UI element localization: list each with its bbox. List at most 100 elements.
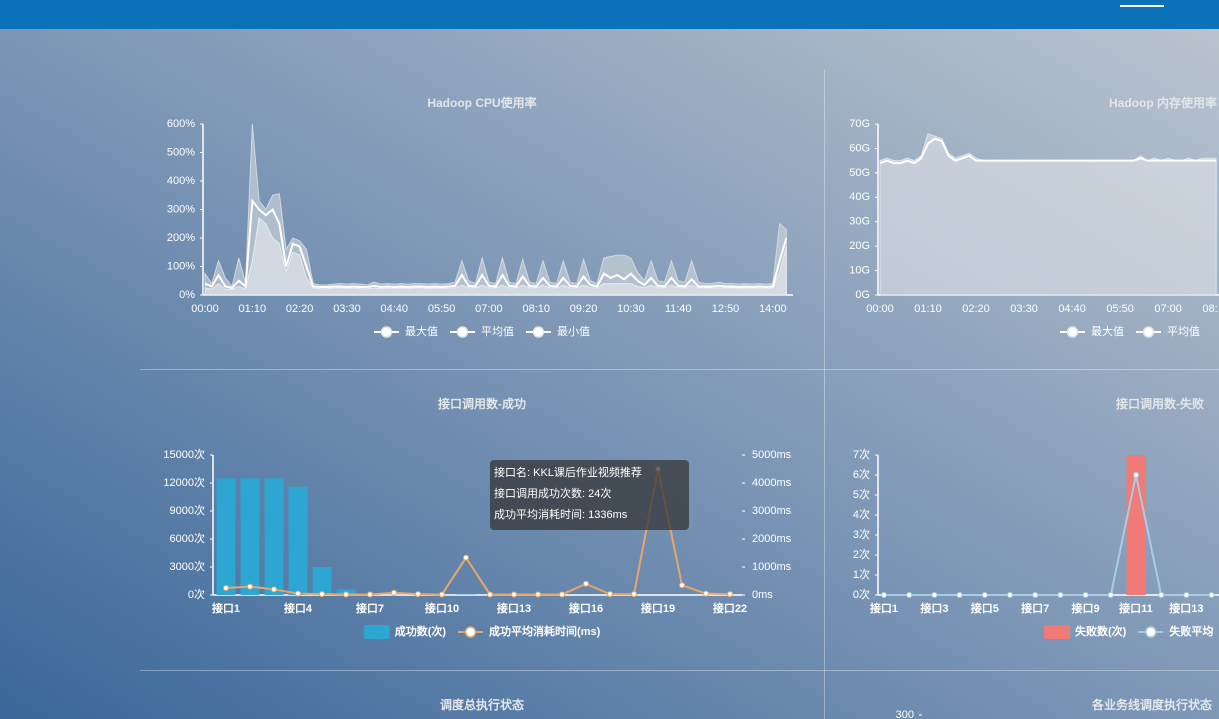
point — [463, 554, 469, 561]
x-tick-label: 接口19 — [641, 601, 675, 615]
legend-icon[interactable] — [363, 625, 390, 639]
point — [295, 590, 301, 597]
point — [1082, 592, 1089, 598]
line — [204, 198, 788, 289]
y-tick-label: 5次 — [853, 487, 870, 501]
point — [607, 591, 613, 598]
y-tick-label: 50G — [849, 167, 870, 179]
point — [703, 590, 709, 597]
y2-tick-label: 4000ms — [752, 477, 792, 489]
legend-icon[interactable] — [380, 326, 393, 338]
legend-label[interactable]: 平均值 — [481, 325, 514, 338]
point — [439, 591, 445, 598]
point — [1032, 592, 1039, 598]
y-tick-label: 40G — [849, 191, 870, 203]
point — [415, 591, 421, 598]
point — [1133, 472, 1139, 478]
bar — [312, 567, 332, 595]
tooltip-line: 接口调用成功次数: 24次 — [494, 486, 611, 500]
x-tick-label: 11:40 — [665, 303, 692, 315]
legend-label[interactable]: 最大值 — [1091, 324, 1124, 338]
y-tick-label: 2次 — [853, 547, 870, 561]
y-tick-label: 3000次 — [170, 559, 205, 573]
legend-label[interactable]: 平均值 — [1167, 325, 1200, 338]
x-tick-label: 00:00 — [191, 303, 219, 315]
legend-icon[interactable] — [1044, 625, 1070, 639]
bar — [288, 486, 308, 595]
bar — [216, 478, 236, 595]
nav-indicator[interactable] — [1120, 5, 1164, 7]
y-tick-label: 12000次 — [163, 475, 205, 489]
x-tick-label: 05:50 — [1106, 303, 1134, 315]
line — [879, 137, 1217, 165]
y-tick-label: 7次 — [853, 447, 870, 461]
point — [1158, 592, 1165, 598]
bar — [1126, 455, 1146, 595]
legend-icon[interactable] — [456, 326, 469, 338]
y-tick-label: 6次 — [853, 467, 870, 481]
point — [981, 592, 988, 598]
legend-icon[interactable] — [1145, 626, 1157, 638]
x-tick-label: 接口9 — [1072, 601, 1100, 615]
y2-tick-label: 1000ms — [752, 561, 792, 573]
tooltip-line: 接口名: KKL课后作业视频推荐 — [494, 465, 642, 479]
legend-label[interactable]: 成功数(次) — [395, 624, 447, 638]
point — [631, 591, 637, 598]
line — [884, 474, 1212, 596]
legend-icon[interactable] — [464, 626, 477, 638]
legend-label[interactable]: 最小值 — [557, 325, 590, 338]
y-tick-label: 0次 — [188, 587, 205, 601]
legend-label[interactable]: 失败平均 — [1169, 624, 1213, 638]
bar — [240, 478, 260, 595]
legend-icon[interactable] — [532, 326, 545, 338]
y-tick-label: 6000次 — [170, 531, 205, 545]
x-tick-label: 接口1 — [870, 601, 898, 615]
point — [247, 583, 253, 590]
y-tick-label: 0% — [179, 289, 195, 301]
y-tick-label: 0G — [855, 289, 870, 301]
area — [204, 217, 787, 296]
point — [271, 586, 277, 593]
legend-label[interactable]: 成功平均消耗时间(ms) — [489, 624, 601, 638]
legend-label[interactable]: 失败数(次) — [1075, 624, 1127, 638]
point — [881, 592, 887, 598]
chart-title: Hadoop CPU使用率 — [427, 95, 536, 110]
x-tick-label: 12:50 — [712, 303, 740, 315]
point — [223, 585, 229, 591]
chart-title: 接口调用数-成功 — [438, 396, 526, 411]
x-tick-label: 接口13 — [497, 601, 531, 615]
x-tick-label: 04:40 — [381, 303, 409, 315]
tooltip-line: 成功平均消耗时间: 1336ms — [494, 507, 628, 521]
x-tick-label: 接口4 — [284, 601, 313, 615]
point — [1007, 592, 1013, 598]
y2-tick-label: 0ms — [752, 589, 773, 601]
x-tick-label: 07:00 — [475, 303, 503, 315]
x-tick-label: 接口11 — [1119, 601, 1153, 615]
point — [1057, 592, 1064, 598]
y-tick-label: 60G — [849, 142, 870, 154]
x-tick-label: 接口13 — [1169, 601, 1203, 615]
y-tick-label: 100% — [167, 260, 195, 272]
point — [367, 591, 373, 598]
legend-icon[interactable] — [1066, 326, 1079, 338]
legend-label[interactable]: 最大值 — [405, 324, 438, 338]
tooltip — [490, 460, 689, 530]
x-tick-label: 05:50 — [428, 303, 456, 315]
point — [535, 591, 541, 598]
x-tick-label: 04:40 — [1058, 303, 1086, 315]
y-tick-label: 600% — [167, 118, 195, 130]
x-tick-label: 08:10 — [522, 303, 550, 315]
x-tick-label: 03:30 — [333, 303, 361, 315]
y-tick-label: 4次 — [853, 507, 870, 521]
chart-title: Hadoop 内存使用率 — [1109, 95, 1217, 110]
point — [727, 591, 733, 598]
x-tick-label: 接口7 — [1021, 601, 1049, 615]
y-tick-label: 15000次 — [163, 447, 205, 461]
x-tick-label: 接口5 — [971, 601, 999, 615]
top-bar — [0, 0, 1219, 29]
legend-icon[interactable] — [1142, 326, 1155, 338]
y-tick-label: 0次 — [853, 587, 870, 601]
line — [225, 468, 731, 596]
